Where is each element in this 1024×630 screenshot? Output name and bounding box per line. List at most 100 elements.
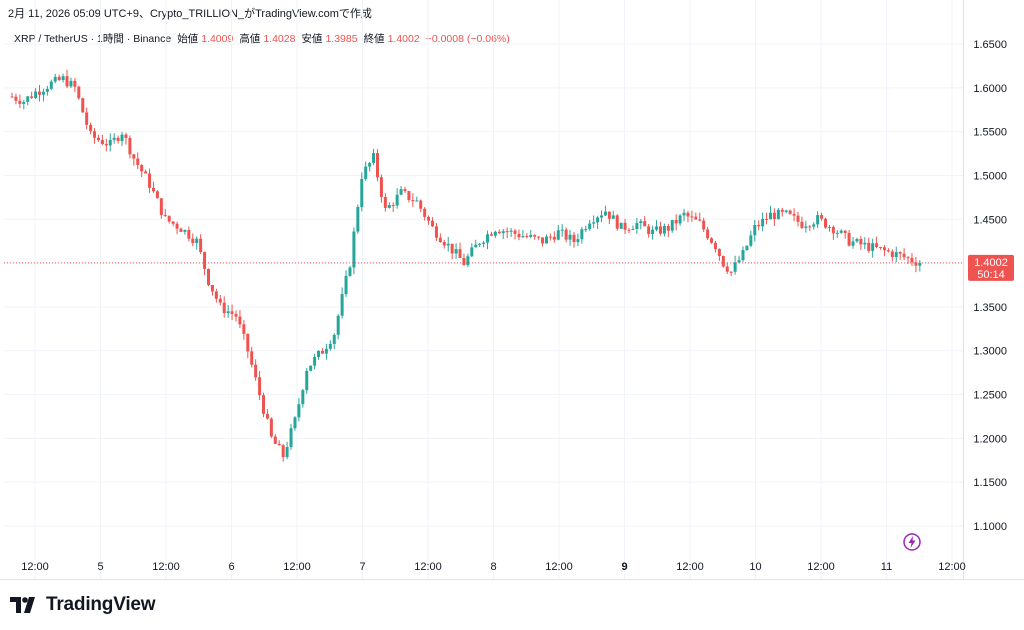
candle-body [855,238,859,242]
close-value: 1.4002 [387,32,420,45]
x-tick-label: 12:00 [807,561,835,573]
candle-body [210,285,214,292]
lightning-icon[interactable] [903,533,921,556]
candle-body [360,179,364,208]
candle-body [41,91,45,95]
candle-body [824,218,828,228]
y-tick-label: 1.5500 [973,127,1007,139]
candle-body [768,212,772,220]
candle-body [918,262,922,266]
candle-body [96,137,100,141]
candle-body [741,250,745,261]
x-tick-label: 6 [228,561,234,573]
candle-body [603,211,607,216]
high-value: 1.4028 [263,32,296,45]
candle-body [733,262,737,272]
candle-body [737,260,741,263]
candle-body [281,445,285,458]
candle-body [155,191,159,199]
candle-body [702,220,706,230]
candle-body [717,249,721,257]
candle-body [454,249,458,254]
candle-body [906,257,910,259]
candle-body [132,154,136,159]
x-tick-label: 8 [490,561,496,573]
candle-body [871,243,875,251]
candle-body [26,96,30,102]
candle-body [588,223,592,230]
candle-body [486,234,490,243]
candle-body [128,137,132,155]
candle-body [313,356,317,366]
candle-body [34,91,38,98]
candle-body [423,208,427,217]
candle-body [647,226,651,235]
candle-body [301,390,305,405]
candle-body [513,230,517,234]
symbol-label[interactable]: XRP / TetherUS · 1時間 · Binance [14,33,172,45]
candle-body [902,253,906,258]
candle-body [890,251,894,258]
candle-body [509,230,513,232]
brand-name: TradingView [46,594,156,615]
candle-body [187,230,191,239]
candle-body [159,198,163,215]
candle-body [537,236,541,238]
low-value: 1.3985 [325,32,358,45]
candle-body [148,173,152,188]
candle-body [446,243,450,246]
candle-body [839,230,843,233]
candle-body [144,171,148,174]
candle-body [411,200,415,202]
candle-body [30,96,34,98]
candle-body [690,216,694,218]
candle-body [886,250,890,252]
candles [10,69,922,462]
candle-body [761,218,765,227]
candle-body [45,88,49,92]
candle-body [792,213,796,216]
candle-body [77,86,81,99]
candle-body [22,101,26,104]
candle-body [615,215,619,229]
candle-body [265,413,269,419]
candle-body [808,226,812,228]
candle-body [800,221,804,228]
candle-body [203,252,207,269]
candle-body [297,404,301,418]
candle-body [666,226,670,231]
chart-caption: 2月 11, 2026 05:09 UTC+9、Crypto_TRILLION_… [8,8,372,20]
candle-body [631,229,635,231]
candle-body [725,266,729,272]
candle-body [246,333,250,352]
candle-body [843,230,847,233]
candle-body [859,238,863,245]
candle-body [234,313,238,317]
candle-body [497,231,501,234]
candle-body [195,238,199,244]
candle-body [796,215,800,222]
candle-body [207,268,210,286]
candle-body [576,239,580,243]
candle-body [784,210,788,212]
tradingview-logo[interactable]: TradingView [10,594,156,616]
candle-body [112,137,116,140]
candle-body [749,235,753,246]
candle-body [171,221,175,224]
candle-body [269,418,273,437]
candle-body [462,257,466,266]
candle-body [698,219,702,221]
x-tick-label: 7 [359,561,365,573]
candle-body [686,212,690,217]
open-value: 1.4009 [201,32,234,45]
x-tick-label: 12:00 [545,561,573,573]
candle-body [694,216,698,220]
candle-body [73,80,77,87]
candle-body [383,196,387,208]
candle-body [226,311,230,314]
candle-body [867,242,871,251]
bar-countdown: 50:14 [977,269,1005,281]
candle-body [651,229,655,235]
candle-body [199,238,203,253]
